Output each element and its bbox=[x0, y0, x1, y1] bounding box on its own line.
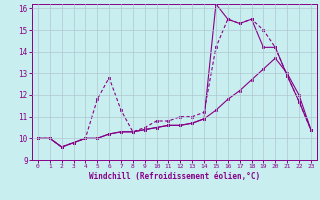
X-axis label: Windchill (Refroidissement éolien,°C): Windchill (Refroidissement éolien,°C) bbox=[89, 172, 260, 181]
